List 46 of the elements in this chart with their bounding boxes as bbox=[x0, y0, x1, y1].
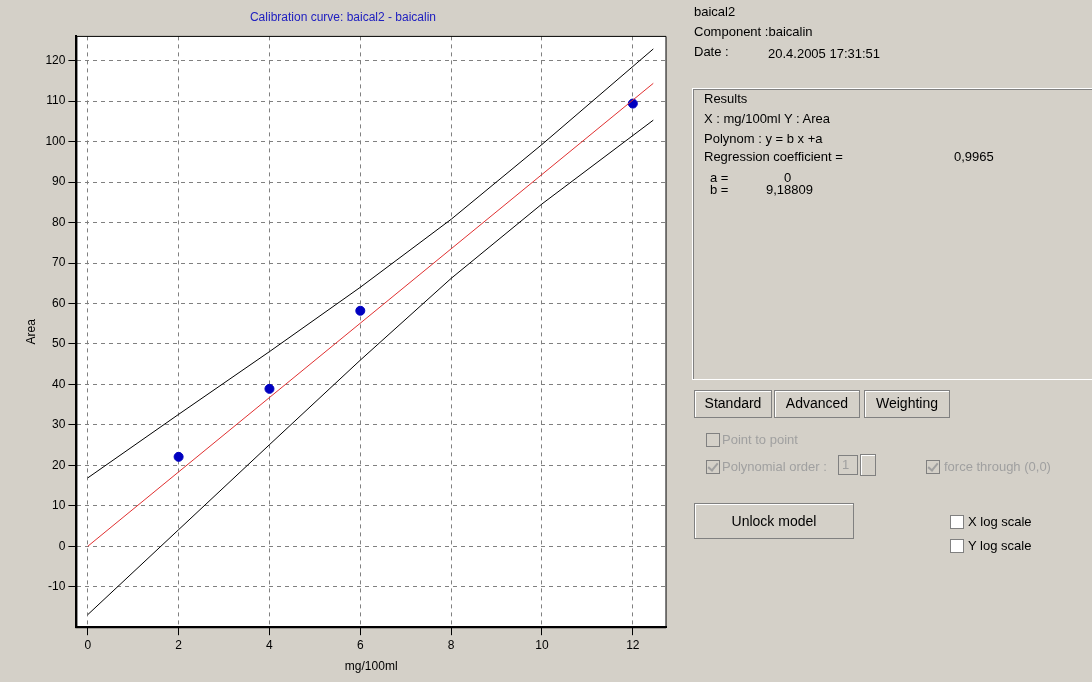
text: 0 bbox=[784, 170, 792, 185]
y-tick-label: 70 bbox=[52, 255, 66, 270]
x-tick-label: 12 bbox=[626, 637, 640, 652]
text: 20.4.2005 17:31:51 bbox=[768, 46, 881, 61]
y-tick-label: 110 bbox=[46, 93, 66, 108]
y-tick-label: 40 bbox=[52, 376, 66, 391]
button: Weighting bbox=[864, 390, 950, 418]
text: a = bbox=[710, 170, 729, 185]
text: Results bbox=[704, 91, 748, 106]
text: X : mg/100ml Y : Area bbox=[704, 111, 830, 126]
text: Regression coefficient = bbox=[704, 149, 843, 164]
y-tick-label: -10 bbox=[48, 579, 66, 594]
text: Component :baicalin bbox=[694, 24, 813, 39]
text: Polynom : y = b x +a bbox=[704, 131, 823, 146]
chart-title: Calibration curve: baical2 - baicalin bbox=[249, 9, 437, 24]
button: Standard bbox=[694, 390, 772, 418]
y-tick-label: 80 bbox=[52, 214, 66, 229]
text: 9,18809 bbox=[766, 182, 813, 197]
y-tick-label: 60 bbox=[52, 295, 66, 310]
x-tick-label: 10 bbox=[535, 637, 549, 652]
x-tick-label: 8 bbox=[447, 637, 455, 652]
x-tick-label: 6 bbox=[356, 637, 364, 652]
x-tick-label: 0 bbox=[84, 637, 92, 652]
x-tick-label: 2 bbox=[175, 637, 183, 652]
x-axis-title: mg/100ml bbox=[344, 659, 398, 674]
point bbox=[355, 305, 366, 316]
y-tick-label: 0 bbox=[58, 538, 66, 553]
y-tick-label: 120 bbox=[45, 52, 66, 67]
button: Unlock model bbox=[694, 503, 854, 539]
text: X log scale bbox=[968, 514, 1032, 529]
y-tick-label: 30 bbox=[52, 417, 66, 432]
y-tick-label: 100 bbox=[45, 133, 66, 148]
text: baical2 bbox=[694, 4, 736, 19]
y-tick-label: 10 bbox=[52, 498, 66, 513]
text: Date : bbox=[694, 44, 729, 59]
button: Advanced bbox=[774, 390, 860, 418]
y-tick-label: 90 bbox=[52, 174, 66, 189]
y-tick-label: 20 bbox=[52, 457, 66, 472]
y-axis-title: Area bbox=[23, 318, 38, 345]
y-tick-label: 50 bbox=[52, 336, 66, 351]
x-tick-label: 4 bbox=[266, 637, 274, 652]
point bbox=[264, 383, 275, 394]
text: b = bbox=[710, 182, 729, 197]
text: Y log scale bbox=[968, 538, 1032, 553]
point bbox=[173, 451, 184, 462]
text: 0,9965 bbox=[954, 149, 994, 164]
